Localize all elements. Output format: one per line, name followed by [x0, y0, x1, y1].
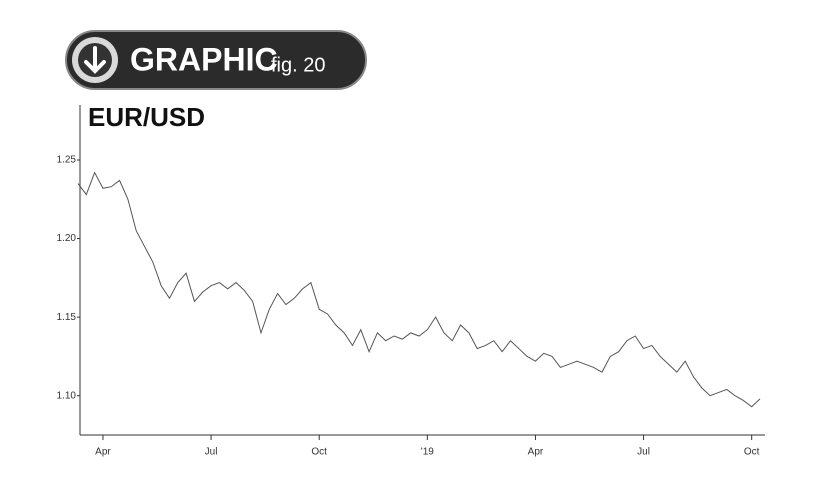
x-tick-label: Jul	[205, 447, 218, 458]
chart-title: EUR/USD	[88, 102, 205, 132]
badge	[65, 30, 367, 90]
x-tick-label: Oct	[744, 447, 760, 458]
y-tick-label: 1.20	[57, 233, 77, 244]
badge-figure: fig. 20	[271, 54, 325, 76]
x-tick-label: Apr	[95, 447, 111, 458]
badge-arrow	[84, 46, 106, 74]
x-tick-label: Apr	[528, 447, 544, 458]
y-tick-label: 1.15	[57, 312, 77, 323]
y-tick-label: 1.25	[57, 155, 77, 166]
x-tick-label: Jul	[637, 447, 650, 458]
badge-label: GRAPHIC	[130, 41, 278, 77]
x-tick-label: Oct	[311, 447, 327, 458]
x-tick-label: '19	[421, 447, 434, 458]
y-tick-label: 1.10	[57, 390, 77, 401]
price-line	[77, 171, 761, 408]
